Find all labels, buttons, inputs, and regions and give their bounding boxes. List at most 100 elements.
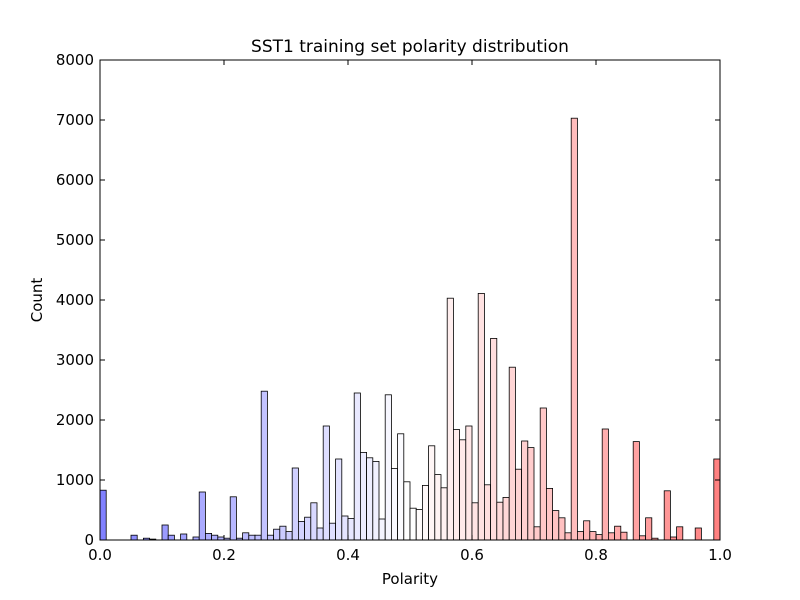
histogram-bar [527,447,535,541]
histogram-bar [372,460,380,541]
histogram-bar [639,535,647,541]
histogram-bar [614,525,622,541]
histogram-bar [99,489,107,541]
histogram-bar [335,458,343,541]
histogram-bar [229,496,237,541]
histogram-bar [254,534,262,541]
histogram-bar [366,457,374,541]
histogram-bar [595,534,603,541]
histogram-bar [347,518,355,541]
y-tick-label: 5000 [56,231,94,249]
histogram-bar [471,502,479,541]
histogram-bar [583,520,591,541]
histogram-bar [459,439,467,541]
histogram-bar [440,487,448,541]
histogram-bar [341,515,349,541]
histogram-bar [483,484,491,541]
histogram-bar [452,429,460,541]
histogram-bar [248,534,256,541]
x-axis-ticks: 0.0 0.2 0.4 0.6 0.8 1.0 [88,60,732,564]
bar-group [99,117,721,541]
histogram-bar [198,491,206,541]
histogram-bar [316,527,324,541]
histogram-bar [508,366,516,541]
histogram-bar [297,521,305,541]
histogram-bar [694,527,702,541]
x-tick-label: 0.4 [336,546,360,564]
histogram-bar [645,517,653,541]
histogram-bar [204,533,212,541]
y-axis-ticks: 0 1000 2000 3000 4000 5000 6000 7000 8000 [56,51,720,549]
histogram-bar [608,532,616,541]
y-tick-label: 6000 [56,171,94,189]
histogram-bar [421,484,429,541]
y-tick-label: 0 [84,531,94,549]
histogram-bar [310,502,318,541]
histogram-bar [415,508,423,541]
histogram-bar [384,394,392,541]
histogram-bar [558,517,566,541]
y-axis-label: Count [28,278,46,323]
histogram-bar [353,392,361,541]
y-tick-label: 7000 [56,111,94,129]
histogram-bar [620,531,628,541]
x-tick-label: 0.0 [88,546,112,564]
x-tick-label: 0.8 [584,546,608,564]
histogram-bar [285,531,293,541]
histogram-bar [403,481,411,541]
histogram-bar [161,524,169,541]
x-tick-label: 1.0 [708,546,732,564]
x-tick-label: 0.6 [460,546,484,564]
histogram-bar [266,534,274,541]
x-tick-label: 0.2 [212,546,236,564]
y-tick-label: 1000 [56,471,94,489]
histogram-bar [428,445,436,541]
histogram-bar [533,526,541,541]
histogram-bar [676,526,684,541]
histogram-bar [552,510,560,541]
histogram-bar [279,525,287,541]
histogram-bar [359,451,367,541]
histogram-bar [242,532,250,541]
histogram-bar [490,337,498,541]
histogram-bar [260,390,268,541]
histogram-bar [577,531,585,541]
histogram-bar [601,428,609,541]
plot-frame [99,59,721,541]
histogram-bar [713,458,721,541]
histogram-bar [663,490,671,541]
histogram-bar [589,531,597,541]
histogram-bar [409,507,417,541]
y-tick-label: 3000 [56,351,94,369]
histogram-bar [539,407,547,541]
histogram-bar [304,516,312,541]
histogram-bar [446,297,454,541]
histogram-bar [390,468,398,541]
histogram-bar [564,532,572,541]
histogram-bar [180,533,188,541]
histogram-bar [570,117,578,541]
histogram-bar [515,468,523,541]
y-tick-label: 4000 [56,291,94,309]
histogram-bar [496,501,504,541]
histogram-bar [322,425,330,541]
histogram-bar [546,487,554,541]
histogram-bar [211,534,219,541]
histogram-bar [465,425,473,541]
histogram-bar [502,496,510,541]
histogram-bar [434,474,442,541]
histogram-bar [521,440,529,541]
histogram-bar [291,467,299,541]
histogram-bar [378,518,386,541]
chart-title: SST1 training set polarity distribution [251,37,569,57]
histogram-bar [130,534,138,541]
y-tick-label: 2000 [56,411,94,429]
histogram-bar [167,534,175,541]
histogram-bar [477,292,485,541]
histogram-bar [328,522,336,541]
y-tick-label: 8000 [56,51,94,69]
histogram-bar [632,441,640,541]
histogram-bar [397,433,405,541]
histogram-bar [273,528,281,541]
